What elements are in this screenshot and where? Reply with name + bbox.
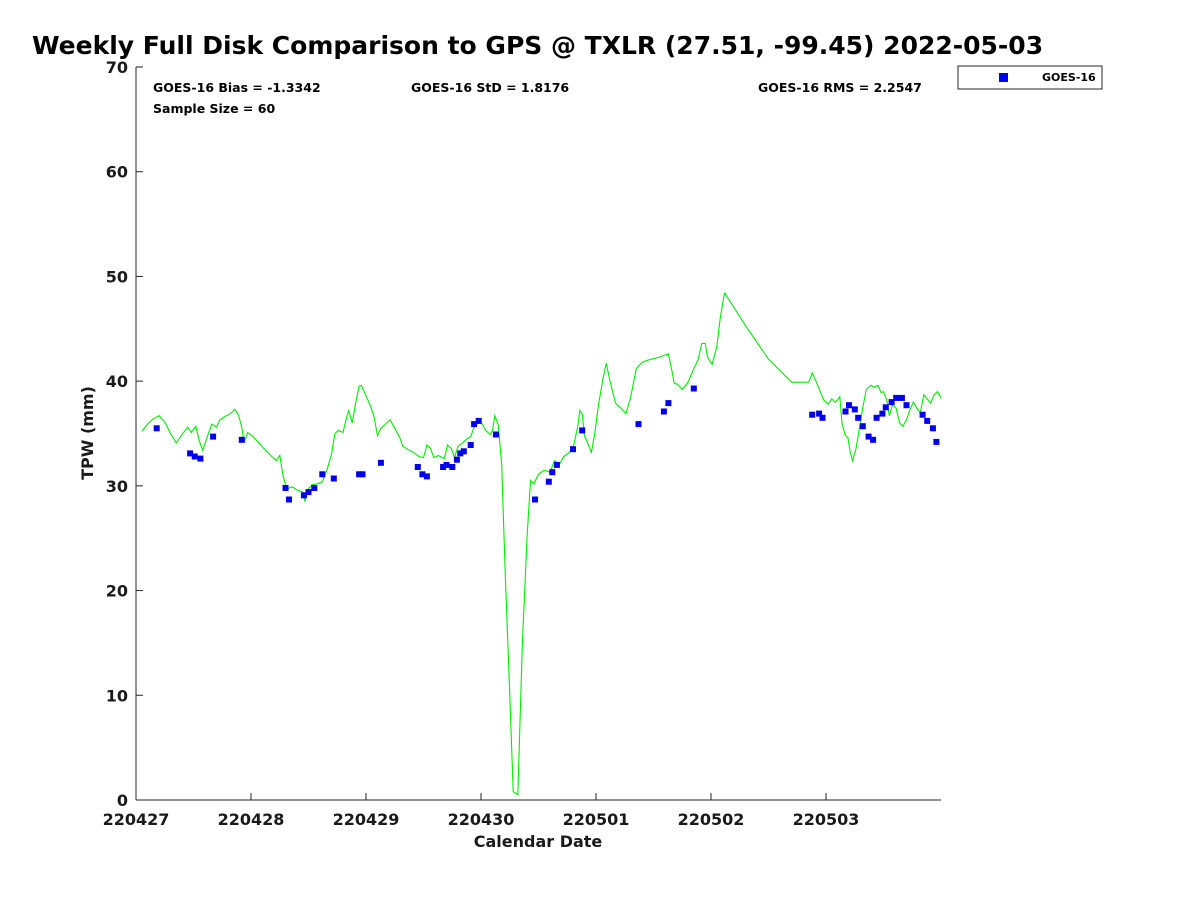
goes16-point xyxy=(933,438,940,445)
goes16-point xyxy=(319,471,326,478)
goes16-point xyxy=(532,496,538,503)
goes16-point xyxy=(453,456,460,463)
legend-label-goes16: GOES-16 xyxy=(1042,71,1096,84)
goes16-point xyxy=(660,408,667,415)
goes16-point xyxy=(816,410,823,417)
goes16-point xyxy=(690,385,697,392)
goes16-point xyxy=(356,471,363,478)
sample-size-stat: Sample Size = 60 xyxy=(153,101,275,116)
goes16-point xyxy=(665,400,672,407)
goes16-point xyxy=(467,442,474,448)
goes16-point xyxy=(549,469,556,476)
goes16-point xyxy=(377,459,384,466)
goes16-point xyxy=(359,471,366,478)
gps-tpw-line xyxy=(141,291,941,796)
goes16-point xyxy=(286,496,292,503)
y-tick-label: 60 xyxy=(106,163,128,182)
goes16-point xyxy=(330,475,337,482)
x-axis-ticks: 220427 220428 220429 220430 220501 220502 2205… xyxy=(103,793,860,829)
goes16-point xyxy=(898,394,905,401)
goes16-point xyxy=(191,453,198,460)
std-stat: GOES-16 StD = 1.8176 xyxy=(411,80,569,95)
legend-marker-goes16 xyxy=(999,73,1008,82)
y-tick-label: 10 xyxy=(106,686,128,705)
goes16-point xyxy=(282,485,289,491)
goes16-point xyxy=(865,433,872,440)
goes16-point xyxy=(879,410,886,417)
goes16-point xyxy=(635,421,642,428)
x-tick-label: 220501 xyxy=(563,810,630,829)
rms-stat: GOES-16 RMS = 2.2547 xyxy=(758,80,922,95)
x-axis-label: Calendar Date xyxy=(474,832,603,851)
goes16-point xyxy=(460,448,467,455)
legend-box xyxy=(957,65,1103,90)
goes16-point xyxy=(311,485,318,491)
goes16-point xyxy=(475,417,482,424)
goes16-point xyxy=(870,436,877,443)
goes16-point xyxy=(888,399,895,406)
goes16-point xyxy=(238,436,245,443)
goes16-point xyxy=(443,461,450,468)
goes16-point xyxy=(929,425,936,432)
goes16-point xyxy=(457,450,464,457)
goes16-point xyxy=(419,471,426,478)
goes16-point xyxy=(846,402,852,409)
goes16-point xyxy=(471,421,478,428)
x-tick-label: 220502 xyxy=(678,810,745,829)
x-tick-label: 220427 xyxy=(103,810,170,829)
goes16-point xyxy=(842,408,849,415)
goes16-point xyxy=(873,414,880,421)
goes16-point xyxy=(553,461,560,468)
y-axis-ticks: 0 10 20 30 40 50 60 70 xyxy=(106,58,143,810)
goes16-point xyxy=(893,394,900,401)
chart-title: Weekly Full Disk Comparison to GPS @ TXL… xyxy=(32,31,1043,60)
x-tick-label: 220429 xyxy=(333,810,400,829)
goes16-point xyxy=(300,492,307,499)
goes16-point xyxy=(492,431,499,438)
y-tick-label: 30 xyxy=(106,477,128,496)
goes16-point xyxy=(187,450,194,457)
goes16-point xyxy=(919,411,926,418)
goes16-point xyxy=(859,423,866,430)
y-tick-label: 20 xyxy=(106,582,128,601)
y-tick-label: 70 xyxy=(106,58,128,77)
goes16-point xyxy=(882,404,889,411)
goes16-point xyxy=(153,425,160,432)
goes16-point xyxy=(903,402,910,409)
x-tick-label: 220430 xyxy=(448,810,515,829)
series-layer xyxy=(141,291,941,796)
goes16-point xyxy=(809,411,816,418)
goes16-point xyxy=(819,414,826,421)
goes16-point xyxy=(449,464,456,470)
y-axis-label: TPW (mm) xyxy=(78,386,97,480)
goes16-point xyxy=(197,455,204,462)
goes16-point xyxy=(440,464,447,470)
y-tick-label: 50 xyxy=(106,267,128,286)
y-tick-label: 40 xyxy=(106,372,128,391)
legend: GOES-16 xyxy=(957,65,1103,90)
bias-stat: GOES-16 Bias = -1.3342 xyxy=(153,80,321,95)
goes16-point xyxy=(545,478,552,485)
goes16-point xyxy=(855,414,862,421)
x-tick-label: 220428 xyxy=(218,810,285,829)
goes16-point xyxy=(570,446,576,453)
y-tick-label: 0 xyxy=(117,791,128,810)
goes16-point xyxy=(579,427,586,434)
goes16-point xyxy=(210,433,217,440)
plot-area xyxy=(136,67,941,800)
x-tick-label: 220503 xyxy=(793,810,860,829)
goes16-point xyxy=(305,489,312,496)
goes16-point xyxy=(924,417,931,424)
goes16-point xyxy=(414,464,421,470)
goes16-point xyxy=(423,473,430,480)
goes16-point xyxy=(851,406,858,413)
